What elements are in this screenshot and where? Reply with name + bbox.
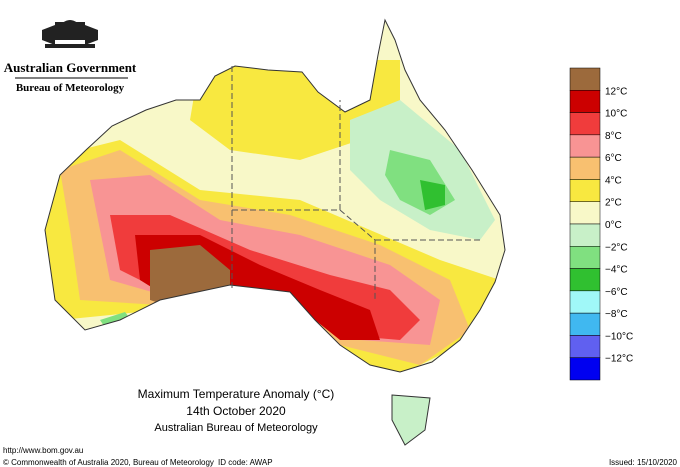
legend-label: −10°C (605, 331, 633, 342)
url[interactable]: http://www.bom.gov.au (3, 446, 83, 455)
tasmania (391, 394, 431, 446)
legend-swatch (569, 90, 601, 113)
legend-swatch (569, 290, 601, 314)
legend-swatch (569, 246, 601, 269)
map-source: Australian Bureau of Meteorology (154, 422, 318, 434)
legend-swatch (569, 179, 601, 202)
coastline (44, 18, 506, 373)
legend-label: 12°C (605, 86, 627, 97)
legend-swatch (569, 357, 601, 381)
state-borders (231, 66, 480, 300)
legend-swatch (569, 223, 601, 247)
legend-label: −6°C (605, 287, 628, 298)
legend-label: −8°C (605, 309, 628, 320)
legend-label: 2°C (605, 198, 622, 209)
legend: 12°C 10°C 8°C 6°C 4°C 2°C 0°C −2°C −4°C −6°C −8°C −… (569, 67, 633, 381)
legend-swatch (569, 134, 601, 158)
legend-swatch (569, 335, 601, 358)
copyright: © Commonwealth of Australia 2020, Bureau… (3, 458, 214, 467)
legend-swatch (569, 156, 601, 180)
legend-label: 4°C (605, 175, 622, 186)
government: Australian Government (4, 60, 137, 75)
issued: Issued: 15/10/2020 (609, 458, 678, 467)
legend-label: −4°C (605, 265, 628, 276)
legend-label: 8°C (605, 131, 622, 142)
legend-label: 0°C (605, 220, 622, 231)
bureau: Bureau of Meteorology (16, 82, 125, 94)
legend-label: 10°C (605, 109, 627, 120)
map-date: 14th October 2020 (186, 404, 286, 418)
legend-swatch (569, 112, 601, 136)
legend-label: 6°C (605, 153, 622, 164)
legend-swatch (569, 67, 601, 91)
id-code: ID code: AWAP (218, 458, 273, 467)
legend-swatch (569, 312, 601, 336)
legend-label: −2°C (605, 242, 628, 253)
legend-swatch (569, 268, 601, 292)
emblem (42, 20, 98, 48)
legend-label: −12°C (605, 354, 633, 365)
legend-swatch (569, 201, 601, 225)
map-title: Maximum Temperature Anomaly (°C) (138, 387, 335, 401)
